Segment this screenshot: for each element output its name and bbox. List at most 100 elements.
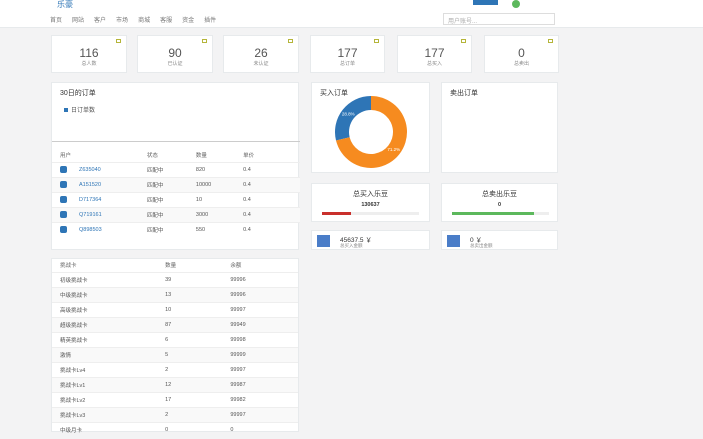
table-cell: 精英挑战卡 <box>52 331 158 347</box>
table-cell: 10 <box>157 301 223 317</box>
table-cell: 中级挑战卡 <box>52 286 158 302</box>
nav-item[interactable]: 客户 <box>94 18 107 24</box>
total-title: 总买入乐豆 <box>353 191 388 198</box>
money-amount: 0 <box>470 237 474 244</box>
legend-label: 日订单数 <box>71 108 96 114</box>
nav: 首页 网站 客户 市场 商城 客服 资金 插件 <box>50 15 216 24</box>
table-cell: 中级月卡 <box>52 421 158 437</box>
money-unit: ￥ <box>365 237 372 244</box>
table-cell: 99982 <box>222 391 298 407</box>
user-icon <box>60 196 67 203</box>
progress-track <box>452 212 549 215</box>
cell-text: 39 <box>165 276 172 283</box>
table-cell: 5 <box>157 346 223 362</box>
total-panel: 总买入乐豆 130637 <box>311 183 430 222</box>
column-header: 状态 <box>146 153 158 160</box>
cell-text: 550 <box>195 226 206 233</box>
nav-item[interactable]: 插件 <box>204 18 217 24</box>
table-cell: 99997 <box>222 361 298 377</box>
table-cell: 99949 <box>222 316 298 332</box>
stat-label: 总人数 <box>81 61 97 67</box>
table-cell: 挑战卡Lv1 <box>52 376 158 392</box>
table-cell: 39 <box>157 271 223 287</box>
cell-text: 99998 <box>230 336 246 343</box>
table-row: 中级挑战卡 13 99996 <box>52 286 298 302</box>
cell-text: 挑战卡Lv3 <box>60 412 86 419</box>
table-cell: 0.4 <box>235 191 276 207</box>
stat-label: 总买入 <box>426 61 442 67</box>
money-value: 0 ￥ <box>470 234 482 244</box>
cell-text: A151520 <box>79 181 102 188</box>
user-icon <box>60 166 67 173</box>
cell-text: 10 <box>165 306 172 313</box>
table-cell: 挑战卡Lv2 <box>52 391 158 407</box>
cell-text: 0.4 <box>243 166 251 173</box>
table-cell: 高级挑战卡 <box>52 301 158 317</box>
avatar[interactable] <box>512 0 520 8</box>
total-value: 0 <box>497 202 502 208</box>
table-cell: 0 <box>157 421 223 437</box>
table-cell: 10000 <box>187 176 236 192</box>
cards-table: 挑战卡 数量 余额 初级挑战卡 39 99996 中级挑战卡 13 99996 高级挑战卡 10 99… <box>52 259 298 437</box>
table-cell: 6 <box>157 331 223 347</box>
table-cell: 99998 <box>222 331 298 347</box>
cell-text: 99982 <box>230 396 246 403</box>
cell-text: 挑战卡Lv4 <box>60 367 86 374</box>
table-cell: 挑战卡Lv4 <box>52 361 158 377</box>
table-cell: 0.4 <box>235 221 276 237</box>
search-box[interactable]: 用户账号... <box>443 13 555 25</box>
table-row: A151520 匹配中 10000 0.4 <box>52 176 300 192</box>
action-icon <box>275 206 300 222</box>
table-cell: 2 <box>157 361 223 377</box>
column-header: 挑战卡 <box>60 263 77 270</box>
nav-item[interactable]: 首页 <box>50 18 63 24</box>
stat-label: 总卖出 <box>513 61 529 67</box>
cell-text: 激情 <box>60 352 72 359</box>
cell-text: D717364 <box>79 196 102 203</box>
table-cell: 10 <box>187 191 236 207</box>
nav-item[interactable]: 客服 <box>160 18 173 24</box>
stat-label: 已认证 <box>167 61 183 67</box>
cell-text: 匹配中 <box>146 167 164 174</box>
table-row: 挑战卡Lv1 12 99987 <box>52 376 298 392</box>
cell-text: 0.4 <box>243 181 251 188</box>
top-bar: 乐豪 首页 网站 客户 市场 商城 客服 资金 插件 用户账号... <box>0 0 703 28</box>
money-icon <box>317 235 330 247</box>
legend-swatch <box>64 107 68 112</box>
stat-label: 总订单 <box>339 61 355 67</box>
chart-axis <box>52 141 300 142</box>
cell-text: 99997 <box>230 366 246 373</box>
cell-text: Q719161 <box>79 211 102 218</box>
table-cell: 99999 <box>222 346 298 362</box>
cell-text: 12 <box>165 381 172 388</box>
table-row: Z635040 匹配中 820 0.4 <box>52 161 300 177</box>
stat-label: 未认证 <box>253 61 269 67</box>
money-unit: ￥ <box>475 237 482 244</box>
column-header: 数量 <box>195 153 207 160</box>
nav-item[interactable]: 市场 <box>116 18 129 24</box>
table-row: 初级挑战卡 39 99996 <box>52 271 298 287</box>
cell-text: 99997 <box>230 411 246 418</box>
cell-text: 匹配中 <box>146 212 164 219</box>
table-cell: D717364 <box>52 191 139 207</box>
donut-segment <box>336 96 407 168</box>
table-row: Q898503 匹配中 550 0.4 <box>52 221 300 237</box>
header-row: 挑战卡 数量 余额 <box>52 259 298 272</box>
progress-bar <box>452 212 535 215</box>
table-cell: 0.4 <box>235 161 276 177</box>
table-cell: 99997 <box>222 406 298 422</box>
header-button[interactable] <box>473 0 498 5</box>
segment-label: 71.2% <box>387 147 400 152</box>
stat-icon <box>116 39 121 43</box>
stat-icon <box>374 39 379 43</box>
nav-item[interactable]: 网站 <box>72 18 85 24</box>
cards-panel: 挑战卡 数量 余额 初级挑战卡 39 99996 中级挑战卡 13 99996 高级挑战卡 10 99… <box>51 258 299 437</box>
logo: 乐豪 <box>57 0 73 9</box>
cell-text: 3000 <box>195 211 209 218</box>
buy-panel: 买入订单 28.8% 71.2% <box>311 82 430 173</box>
nav-item[interactable]: 商城 <box>138 18 151 24</box>
table-row: 超级挑战卡 87 99949 <box>52 316 298 332</box>
cell-text: 匹配中 <box>146 227 164 234</box>
nav-item[interactable]: 资金 <box>182 18 195 24</box>
